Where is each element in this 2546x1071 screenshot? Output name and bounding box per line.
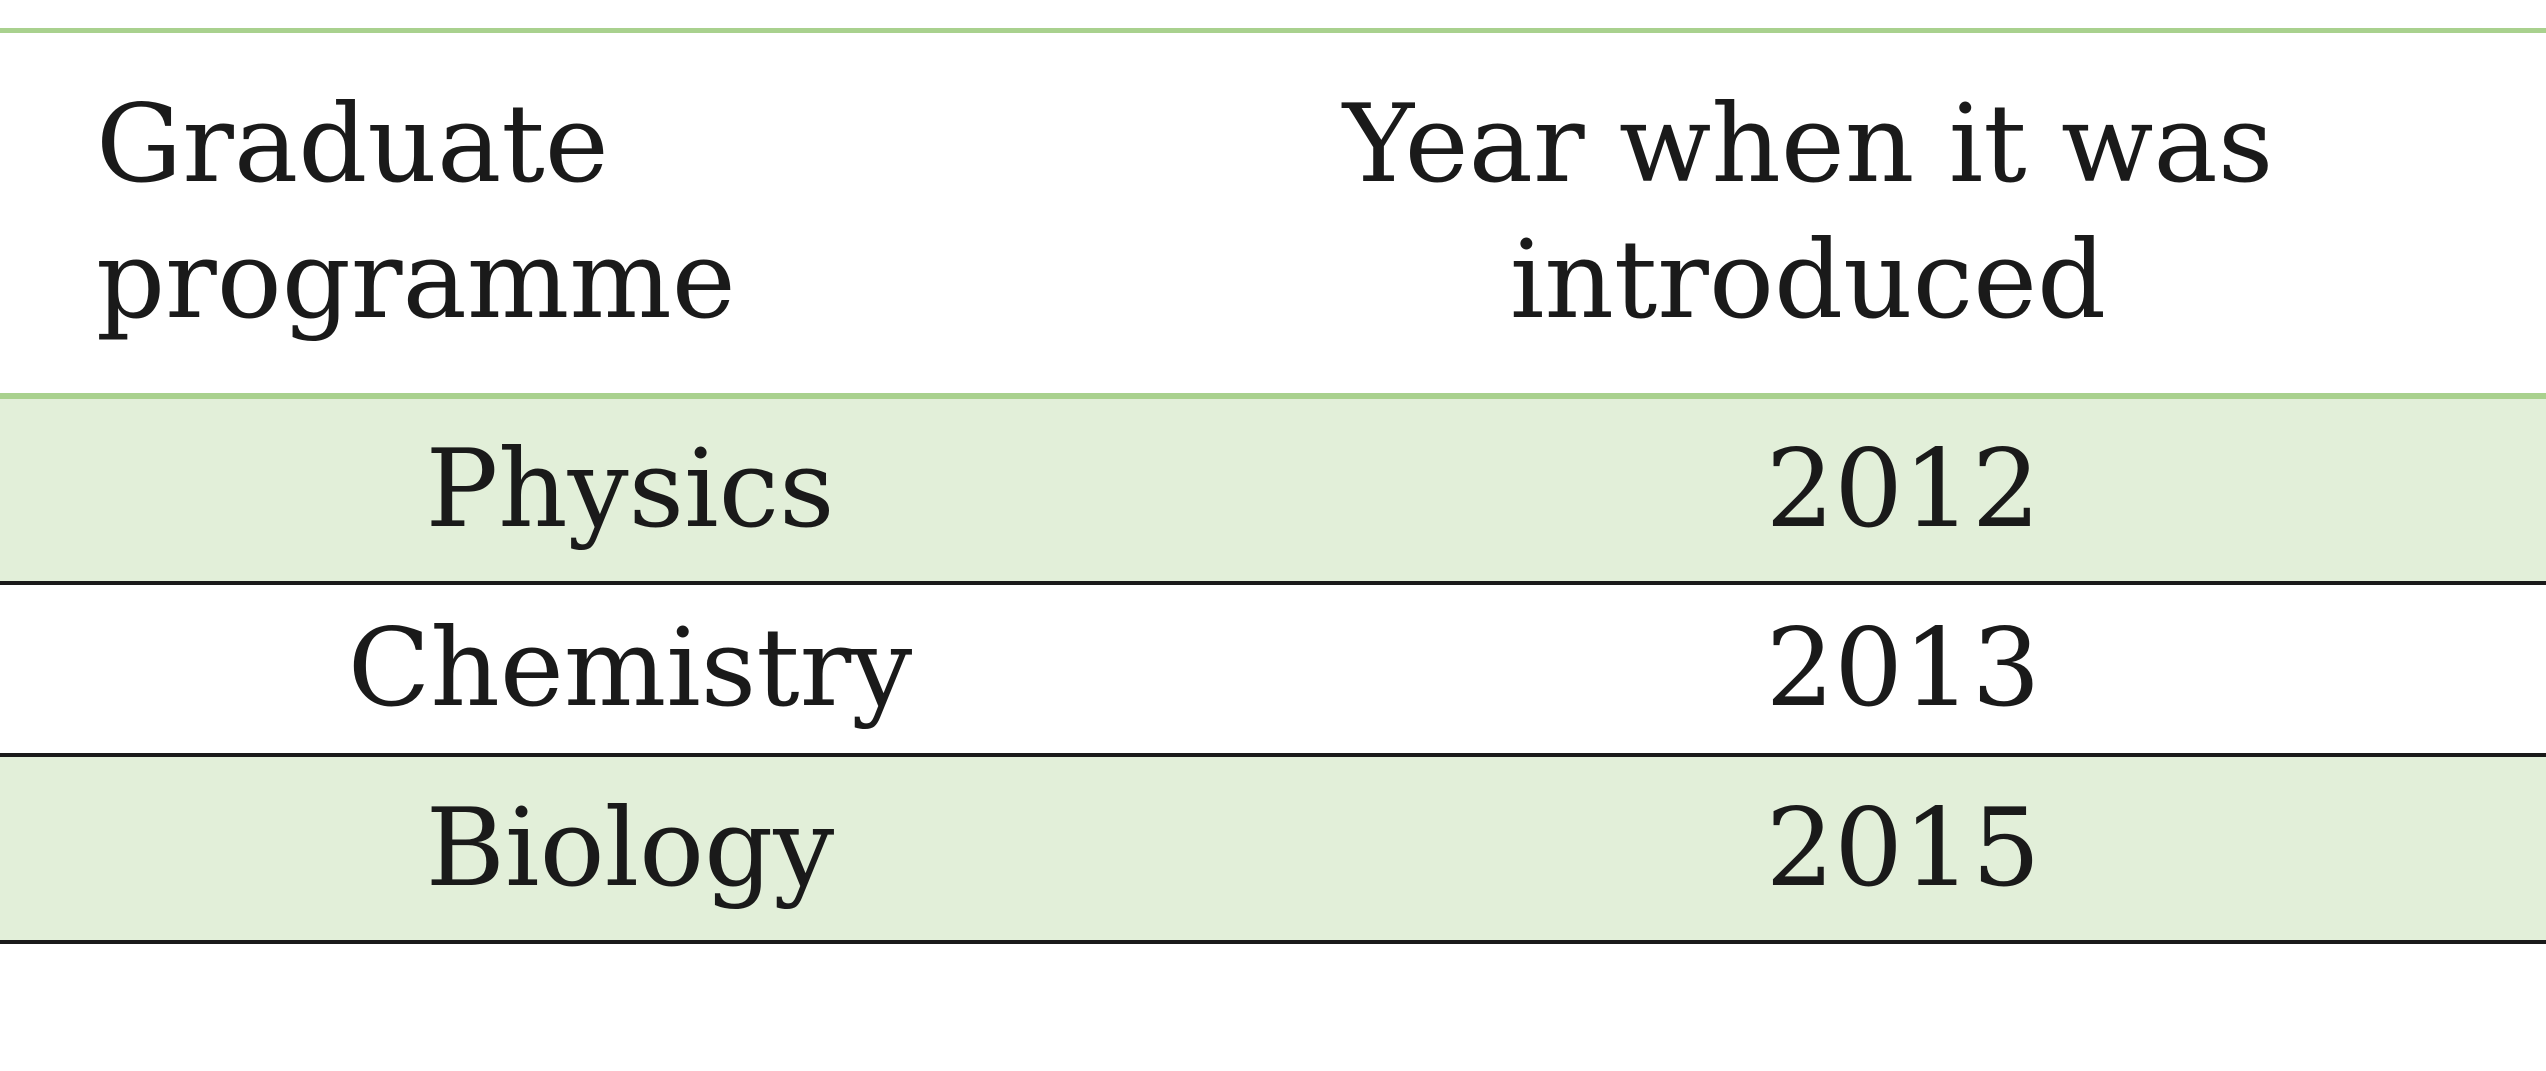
cell-programme: Physics [425, 427, 835, 552]
cell-year: 2013 [1765, 606, 2041, 731]
header-year-introduced: Year when it was introduced [1342, 82, 2274, 343]
cell-programme: Chemistry [347, 606, 913, 731]
table-header-row: Graduate programme Year when it was intr… [0, 33, 2546, 393]
table-top-rule [0, 28, 2546, 33]
row-divider [0, 753, 2546, 757]
header-graduate-programme: Graduate programme [96, 82, 736, 343]
cell-year: 2012 [1765, 427, 2041, 552]
header-divider [0, 393, 2546, 399]
cell-year: 2015 [1765, 785, 2041, 911]
table-row: Chemistry 2013 [0, 585, 2546, 753]
table-bottom-rule [0, 940, 2546, 944]
programme-table: Graduate programme Year when it was intr… [0, 28, 2546, 944]
table-row: Biology 2015 [0, 757, 2546, 940]
row-divider [0, 581, 2546, 585]
table-row: Physics 2012 [0, 399, 2546, 581]
cell-programme: Biology [425, 785, 835, 911]
